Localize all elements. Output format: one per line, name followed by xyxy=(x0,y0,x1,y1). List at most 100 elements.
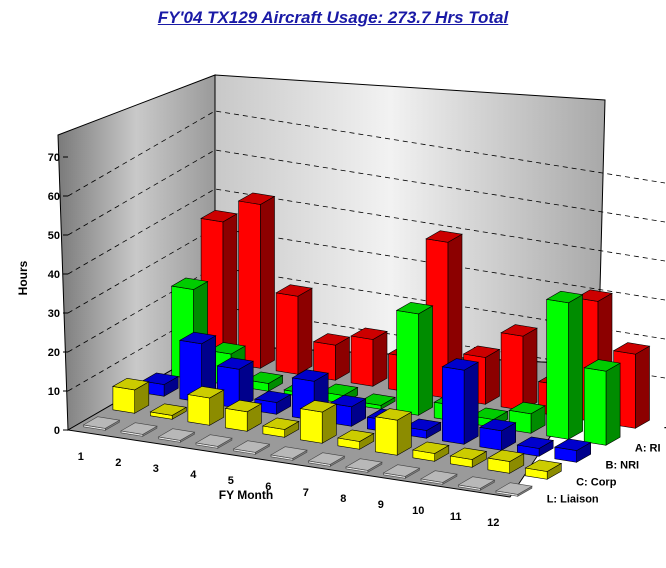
bar xyxy=(157,428,196,443)
bar-side xyxy=(297,287,313,375)
bar-front xyxy=(112,386,135,414)
x-tick-label: 1 xyxy=(78,451,84,463)
bar-side xyxy=(485,348,500,405)
x-tick-label: 5 xyxy=(228,475,234,487)
gridline xyxy=(67,227,666,314)
bar-front xyxy=(583,367,607,446)
x-tick-label: 6 xyxy=(265,481,271,493)
bar-side xyxy=(635,345,650,429)
gridline xyxy=(67,266,666,353)
y-tick-label: 0 xyxy=(54,425,60,437)
bar xyxy=(237,192,276,369)
bar-top xyxy=(382,464,421,477)
bar-top xyxy=(200,209,238,223)
bar-top xyxy=(395,301,434,315)
bar xyxy=(299,400,338,444)
bar-top xyxy=(149,403,188,416)
bar-top xyxy=(291,369,330,382)
bar-top xyxy=(82,416,121,429)
bar-top xyxy=(307,452,346,465)
bar-top xyxy=(224,399,263,413)
y-axis: 0 10 20 30 40 50 60 70 xyxy=(48,152,68,437)
bar xyxy=(420,470,458,485)
y-tick-label: 70 xyxy=(48,152,60,164)
x-tick-label: 4 xyxy=(190,469,197,481)
bar-top xyxy=(425,230,463,243)
bar-top xyxy=(187,386,225,399)
bar-top xyxy=(253,390,292,403)
bar xyxy=(195,434,233,449)
bar-top xyxy=(232,440,271,453)
x-tick-label: 7 xyxy=(303,487,309,499)
bar-top xyxy=(345,458,383,471)
bar xyxy=(275,284,313,375)
bar xyxy=(253,390,292,415)
bar xyxy=(232,440,271,455)
bar-front xyxy=(350,335,374,387)
bar xyxy=(187,386,225,426)
bar-top xyxy=(312,333,351,346)
bar-front xyxy=(225,407,248,432)
bar xyxy=(312,333,351,381)
series-label: B: NRI xyxy=(606,460,640,472)
bar-top xyxy=(545,290,584,304)
x-tick-label: 10 xyxy=(412,505,424,517)
x-tick-label: 3 xyxy=(153,463,159,475)
bar-top xyxy=(178,331,217,345)
bar-top xyxy=(457,476,496,489)
bar xyxy=(449,447,488,468)
grid-lines xyxy=(67,110,666,392)
bar-top xyxy=(495,482,533,495)
bar xyxy=(495,482,533,497)
bar-top xyxy=(245,371,284,384)
bar-top xyxy=(157,428,196,441)
bar xyxy=(224,399,263,432)
bar-top xyxy=(403,418,442,431)
bar xyxy=(545,290,584,440)
bar xyxy=(441,358,480,445)
gridline xyxy=(67,188,666,275)
bar-top xyxy=(612,342,651,355)
bar-top xyxy=(449,447,488,460)
bar-side xyxy=(463,361,479,445)
bar-top xyxy=(270,446,308,459)
bar-top xyxy=(553,438,592,451)
bar-side xyxy=(222,213,238,363)
bar-side xyxy=(522,327,538,411)
bar xyxy=(500,324,538,411)
gridline xyxy=(67,110,666,197)
gridline xyxy=(67,149,666,236)
bar-top xyxy=(350,327,388,340)
y-tick-label: 40 xyxy=(48,269,60,281)
bar-side xyxy=(418,305,433,416)
bar xyxy=(82,416,121,431)
bar-top xyxy=(441,358,480,371)
bar-top xyxy=(216,357,255,370)
bar xyxy=(270,446,308,461)
bar-top xyxy=(262,417,300,430)
bar-top xyxy=(420,470,458,483)
bar-top xyxy=(141,372,180,385)
bars xyxy=(82,192,651,497)
bar-top xyxy=(337,429,375,442)
x-tick-label: 9 xyxy=(378,499,384,511)
bar xyxy=(345,458,383,473)
bar xyxy=(307,452,346,467)
bar-top xyxy=(208,342,246,355)
bar-front xyxy=(441,366,465,445)
bar xyxy=(262,417,300,438)
bar-front xyxy=(187,394,210,426)
series-label: Ttl xyxy=(664,426,666,438)
bar xyxy=(395,301,434,416)
y-tick-label: 20 xyxy=(48,347,60,359)
x-axis: 1 2 3 4 5 6 7 8 9 10 11 12 xyxy=(78,451,500,529)
bar-side xyxy=(568,294,583,440)
bar-front xyxy=(500,332,524,411)
bar-top xyxy=(374,408,413,421)
bar-top xyxy=(120,422,158,435)
bar xyxy=(337,429,375,450)
bar-top xyxy=(508,401,546,415)
bar xyxy=(350,327,388,387)
y-tick-label: 10 xyxy=(48,386,60,398)
x-tick-label: 8 xyxy=(340,493,346,505)
